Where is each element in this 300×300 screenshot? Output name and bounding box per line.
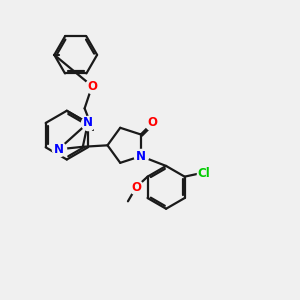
Text: N: N: [136, 150, 146, 163]
Text: O: O: [131, 181, 141, 194]
Text: O: O: [147, 116, 158, 129]
Text: O: O: [87, 80, 97, 93]
Text: N: N: [54, 143, 64, 156]
Text: N: N: [83, 116, 93, 130]
Text: Cl: Cl: [198, 167, 210, 180]
